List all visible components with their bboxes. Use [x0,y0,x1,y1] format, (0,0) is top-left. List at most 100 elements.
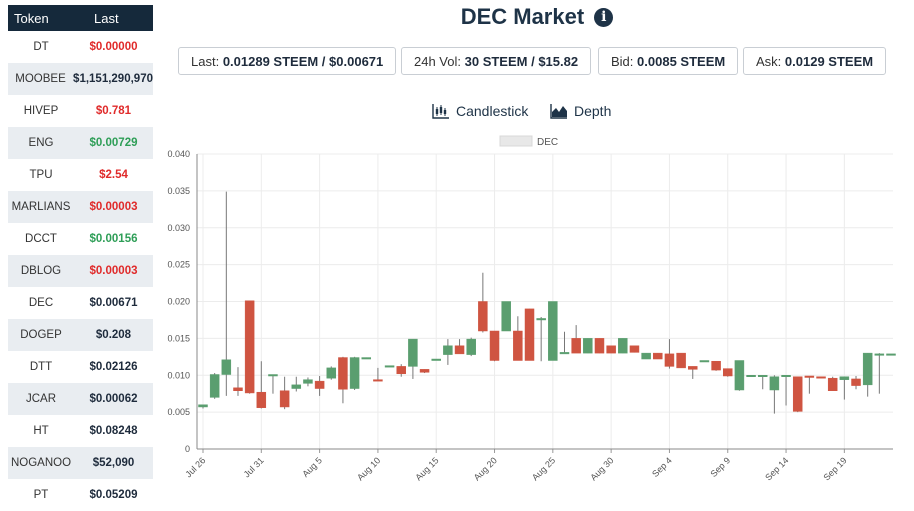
x-tick-label: Jul 26 [183,455,207,479]
candle-aug-30 [606,345,616,354]
candle-body [303,379,313,384]
token-row[interactable]: DTT $0.02126 [8,351,153,383]
token-row[interactable]: TPU $2.54 [8,159,153,191]
candle-aug-2 [279,376,290,410]
bid-label: Bid: [611,54,634,69]
candle-aug-19 [478,272,488,333]
volume-value: 30 STEEM / $15.82 [464,54,579,69]
x-tick-label: Sep 14 [763,455,790,482]
candle-body [489,330,500,361]
depth-toggle[interactable]: Depth [550,103,611,119]
candle-aug-20 [489,330,500,362]
candle-body [653,352,663,360]
info-icon[interactable]: i [594,8,614,27]
candle-body [711,360,721,371]
candlestick-label: Candlestick [456,103,529,119]
candle-aug-10 [373,367,383,382]
ask-box: Ask: 0.0129 STEEM [743,47,887,75]
chart-legend: DEC [499,135,558,148]
token-symbol: PT [33,489,49,501]
candle-body [349,357,360,389]
last-price-value: 0.01289 STEEM / $0.00671 [222,54,384,69]
token-last-price: $0.00062 [89,393,138,405]
last-column-header[interactable]: Last [94,10,119,26]
token-row[interactable]: DOGEP $0.208 [8,319,153,351]
candle-body [221,359,232,375]
token-symbol: TPU [29,169,53,181]
candle-body [384,365,395,368]
legend-label: DEC [537,137,558,148]
token-symbol: DBLOG [20,265,62,277]
y-tick-label: 0.030 [167,223,190,233]
token-row[interactable]: HT $0.08248 [8,415,153,447]
x-tick-label: Aug 30 [588,455,615,482]
x-tick-label: Aug 5 [300,455,324,479]
candle-sep-18 [827,376,838,391]
token-row[interactable]: NOGANOO $52,090 [8,447,153,479]
token-row[interactable]: JCAR $0.00062 [8,383,153,415]
token-symbol: HIVEP [23,105,59,117]
token-last-price: $0.00729 [89,137,138,149]
candle-body [233,387,243,391]
volume-label: 24h Vol: [414,54,461,69]
token-symbol: DT [33,41,49,53]
candle-body [524,308,535,361]
area-chart-icon [550,104,567,119]
token-row[interactable]: MOOBEE $1,151,290,970 [8,63,153,95]
candle-aug-8 [349,356,360,390]
y-tick-label: 0.025 [167,260,190,270]
candle-body [606,345,616,354]
candle-sep-21 [862,352,873,397]
candle-aug-9 [361,357,372,360]
candle-sep-15 [792,376,803,413]
candle-sep-19 [839,376,850,400]
candle-aug-27 [571,325,581,354]
candle-body [256,391,267,408]
candle-body [804,375,815,378]
token-row[interactable]: DT $0.00000 [8,31,153,63]
candle-body [198,404,208,408]
candle-aug-29 [594,338,605,354]
ask-label: Ask: [756,54,782,69]
market-title: DEC Market [460,4,585,29]
candle-body [209,374,220,398]
token-column-header[interactable]: Token [14,10,49,26]
candle-body [722,368,733,377]
token-row[interactable]: DCCT $0.00156 [8,223,153,255]
candle-body [338,357,348,390]
candle-sep-13 [769,375,780,414]
candle-sep-7 [699,360,710,363]
candle-sep-9 [722,368,733,377]
bid-box: Bid: 0.0085 STEEM [598,47,739,75]
token-row[interactable]: HIVEP $0.781 [8,95,153,127]
y-tick-label: 0.020 [167,297,190,307]
token-row[interactable]: MARLIANS $0.00003 [8,191,153,223]
candle-body [862,352,873,386]
candle-aug-11 [384,365,395,368]
token-row[interactable]: PT $0.05209 [8,479,153,511]
candle-body [361,357,372,360]
x-tick-label: Sep 9 [708,455,732,479]
token-row[interactable]: DBLOG $0.00003 [8,255,153,287]
y-tick-label: 0.005 [167,407,190,417]
token-row[interactable]: DEC $0.00671 [8,287,153,319]
candle-aug-1 [268,374,278,394]
token-last-price: $0.208 [95,329,132,341]
candle-sep-5 [676,352,686,369]
token-symbol: NOGANOO [10,457,72,469]
candle-body [466,338,476,355]
x-tick-label: Aug 10 [355,455,382,482]
token-row[interactable]: ENG $0.00729 [8,127,153,159]
candle-sep-22 [874,353,885,394]
token-last-price: $0.05209 [89,489,138,501]
candle-body [571,338,581,354]
candle-aug-3 [291,376,302,392]
candlestick-toggle[interactable]: Candlestick [432,103,528,119]
token-symbol: MARLIANS [11,201,71,213]
candle-body [431,358,441,361]
x-tick-label: Sep 4 [650,455,674,479]
x-tick-label: Sep 19 [822,455,849,482]
candle-body [268,374,278,377]
candle-body [827,377,838,391]
candle-body [454,345,465,355]
